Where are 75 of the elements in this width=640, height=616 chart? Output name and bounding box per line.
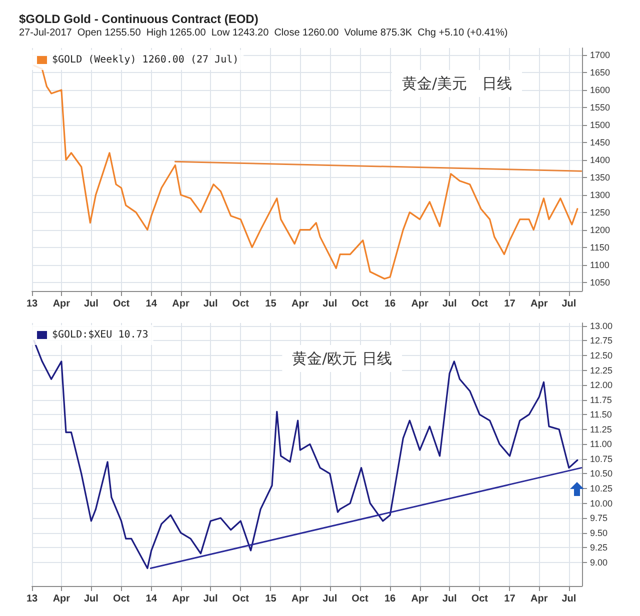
x-tick-label: 16 (384, 298, 396, 310)
x-tick-label: 13 (26, 298, 38, 310)
y-tick-label: 1050 (590, 277, 610, 288)
x-tick-label: Oct (112, 594, 130, 604)
x-tick-label: Jul (442, 298, 458, 310)
x-tick-label: Jul (442, 594, 458, 604)
y-tick-label: 12.25 (590, 365, 613, 376)
x-tick-label: 15 (265, 594, 277, 604)
x-tick-label: Jul (203, 594, 218, 604)
y-tick-label: 9.25 (590, 542, 608, 553)
x-tick-label: Jul (84, 594, 99, 604)
y-tick-label: 1650 (590, 67, 610, 78)
y-tick-label: 10.00 (590, 498, 613, 508)
x-tick-label: Oct (232, 298, 250, 310)
x-tick-label: Jul (322, 594, 338, 604)
x-tick-label: Apr (411, 594, 429, 604)
y-tick-label: 1550 (590, 102, 610, 112)
x-tick-label: Apr (530, 594, 548, 604)
y-tick-label: 11.00 (590, 439, 612, 450)
y-tick-label: 10.50 (590, 468, 613, 479)
y-tick-label: 1700 (590, 50, 610, 60)
x-tick-label: Oct (471, 594, 489, 604)
y-tick-label: 1200 (590, 224, 610, 235)
x-tick-label: 15 (265, 298, 277, 310)
y-tick-label: 11.25 (590, 424, 612, 434)
x-tick-label: Jul (203, 298, 218, 310)
x-tick-label: Apr (530, 298, 548, 310)
annotation: 黄金/欧元 日线 (292, 350, 392, 368)
y-tick-label: 1450 (590, 137, 610, 148)
x-tick-label: Oct (232, 594, 250, 604)
y-tick-label: 11.50 (590, 410, 612, 420)
y-tick-label: 12.75 (590, 336, 613, 346)
y-tick-label: 1400 (590, 154, 610, 165)
x-tick-label: Apr (411, 298, 429, 310)
x-tick-label: Apr (292, 298, 309, 310)
y-tick-label: 13.00 (590, 320, 613, 331)
x-tick-label: Oct (352, 298, 369, 310)
x-tick-label: Jul (562, 298, 576, 310)
x-tick-label: Jul (322, 298, 338, 310)
annotation: 黄金/美元 日线 (402, 74, 512, 92)
x-tick-label: Apr (172, 594, 190, 604)
y-tick-label: 12.00 (590, 380, 613, 390)
y-tick-label: 1600 (590, 84, 610, 95)
x-tick-label: Apr (52, 594, 70, 604)
x-tick-label: Jul (84, 298, 99, 310)
y-tick-label: 11.75 (590, 394, 612, 405)
legend-label: $GOLD:$XEU 10.73 (52, 330, 148, 340)
y-tick-label: 10.25 (590, 483, 613, 494)
y-tick-label: 10.75 (590, 454, 613, 464)
x-tick-label: 14 (146, 298, 158, 310)
y-tick-label: 1500 (590, 120, 610, 130)
x-tick-label: 17 (504, 594, 516, 604)
y-tick-label: 1100 (590, 260, 610, 270)
x-tick-label: 14 (146, 594, 158, 604)
x-tick-label: Apr (292, 594, 309, 604)
x-tick-label: Oct (112, 298, 130, 310)
chart-subtitle: 27-Jul-2017 Open 1255.50 High 1265.00 Low 1243.20 Close 1260.00 Volume 875.3K Chg +5.10 (+0.41%) (19, 28, 508, 38)
legend-label: $GOLD (Weekly) 1260.00 (27 Jul) (52, 54, 239, 66)
y-tick-label: 1300 (590, 190, 610, 200)
y-tick-label: 9.75 (590, 513, 608, 524)
x-tick-label: Oct (352, 594, 369, 604)
x-tick-label: Apr (172, 298, 190, 310)
y-tick-label: 1250 (590, 207, 610, 218)
x-tick-label: Oct (471, 298, 489, 310)
y-tick-label: 1150 (590, 242, 610, 252)
y-tick-label: 9.50 (590, 528, 608, 538)
x-tick-label: 17 (504, 298, 516, 310)
x-tick-label: Apr (52, 298, 70, 310)
x-tick-label: 16 (384, 594, 396, 604)
y-tick-label: 9.00 (590, 557, 608, 568)
x-tick-label: Jul (562, 594, 576, 604)
y-tick-label: 1350 (590, 172, 610, 182)
chart-title: $GOLD Gold - Continuous Contract (EOD) (19, 12, 258, 26)
y-tick-label: 12.50 (590, 350, 613, 361)
x-tick-label: 13 (26, 594, 38, 604)
